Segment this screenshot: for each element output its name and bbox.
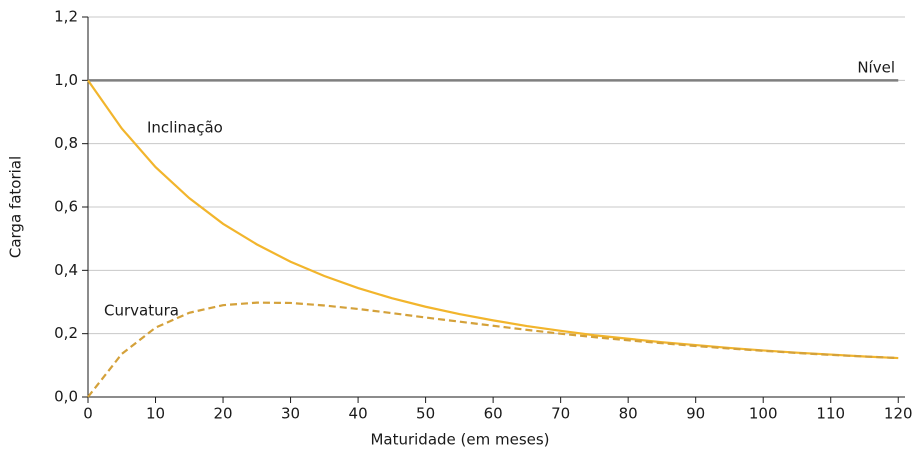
series-label: Nível: [857, 59, 895, 77]
x-tick-label: 80: [619, 405, 638, 423]
y-tick-label: 0,6: [54, 198, 78, 216]
x-tick-label: 110: [816, 405, 845, 423]
x-tick-label: 0: [83, 405, 93, 423]
y-tick-label: 1,2: [54, 8, 78, 26]
x-tick-label: 50: [416, 405, 435, 423]
x-tick-label: 60: [484, 405, 503, 423]
x-tick-label: 40: [349, 405, 368, 423]
y-tick-label: 1,0: [54, 71, 78, 89]
x-tick-label: 10: [146, 405, 165, 423]
y-tick-label: 0,8: [54, 134, 78, 152]
x-tick-label: 30: [281, 405, 300, 423]
series-label: Inclinação: [147, 119, 223, 137]
x-tick-label: 70: [551, 405, 570, 423]
series-label: Curvatura: [104, 302, 179, 320]
y-axis-title: Carga fatorial: [7, 156, 25, 258]
x-tick-label: 100: [749, 405, 778, 423]
series-line: [87, 79, 899, 360]
x-tick-label: 120: [884, 405, 913, 423]
y-tick-label: 0,4: [54, 261, 78, 279]
x-tick-label: 20: [213, 405, 232, 423]
x-axis-title: Maturidade (em meses): [370, 431, 549, 449]
series-line: [87, 301, 899, 398]
y-tick-label: 0,0: [54, 388, 78, 406]
y-tick-label: 0,2: [54, 324, 78, 342]
x-tick-label: 90: [686, 405, 705, 423]
